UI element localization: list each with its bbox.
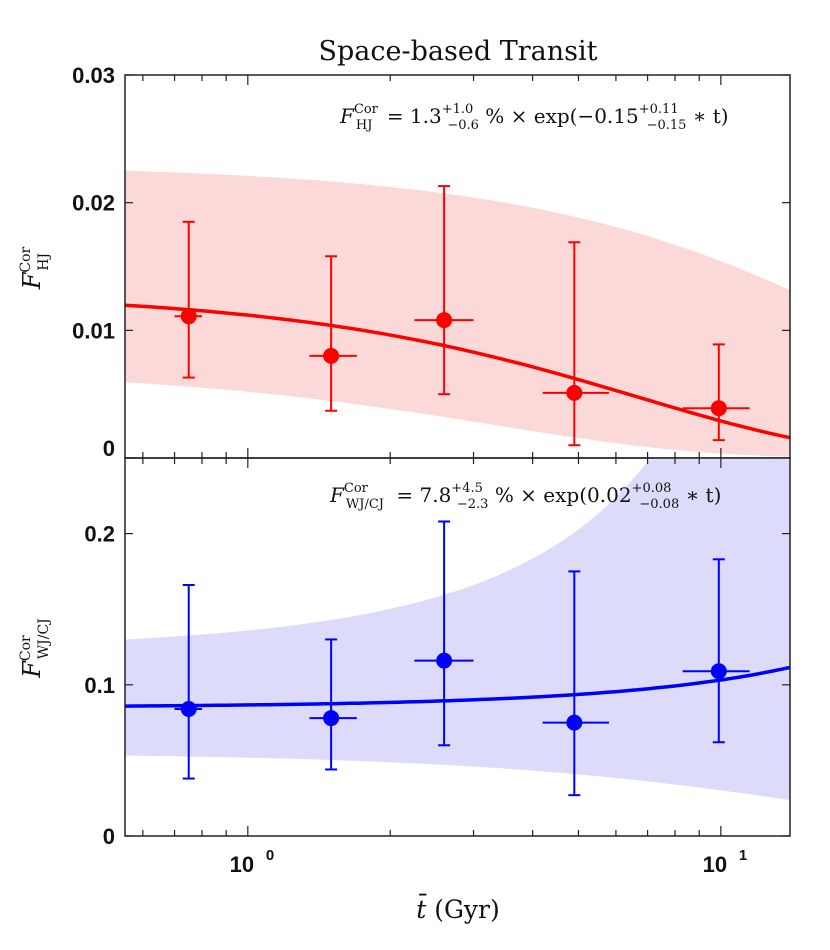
wjcj-point-4 [542,570,609,797]
data-marker [323,347,340,364]
wjcj-y-axis-label: FCor WJ/CJ [18,618,52,679]
panel-hot-jupiter: 0 0.01 0.02 0.03 FCor HJ = 1.3+1.0 −0.6 % × e… [18,63,791,461]
y-tick-label: 0 [103,824,115,849]
hj-data-points [174,185,750,447]
hj-point-2 [309,255,357,412]
x-tick-labels: 10 0 10 1 [230,847,748,877]
wjcj-confidence-band [125,458,790,801]
y-tick-label: 0.2 [84,522,115,547]
x-tick-exponent: 1 [739,847,747,864]
wjcj-point-2 [309,638,357,771]
y-tick-label: 0.01 [72,318,115,343]
x-tick-label: 10 [703,852,727,877]
wjcj-point-1 [174,584,202,780]
wjcj-point-3 [414,520,474,747]
x-tick-label: 10 [230,852,254,877]
hj-point-4 [542,241,609,447]
hj-fit-formula: FCor HJ = 1.3+1.0 −0.6 % × exp(−0.15+0.11−… [339,102,729,134]
wjcj-data-points [174,520,750,797]
wjcj-point-5 [682,558,750,744]
data-marker [436,652,453,669]
hj-confidence-band [125,170,790,457]
wjcj-y-tick-labels: 0 0.1 0.2 [84,522,115,849]
x-tick-exponent: 0 [266,847,274,864]
y-tick-label: 0.02 [72,191,115,216]
hj-point-3 [414,185,474,396]
wjcj-fit-formula: FCor WJ/CJ = 7.8+4.5 −2.3 % × exp(0.02+0.0… [329,481,721,513]
data-marker [436,312,453,329]
panel-warm-cold-jupiter: 0 0.1 0.2 10 0 10 1 FCor WJ/CJ = 7.8+4.5 −2.3 %… [18,457,791,924]
y-tick-label: 0.03 [72,63,115,88]
wjcj-fit-line [124,665,791,708]
data-marker [180,308,197,325]
data-marker [710,400,727,417]
axes-frame [124,457,791,837]
wjcj-axes [124,457,791,837]
y-tick-label: 0.1 [84,673,115,698]
data-marker [180,700,197,717]
data-marker [566,384,583,401]
x-axis-label: t̄ (Gyr) [416,895,500,924]
hj-fit-line [124,303,791,440]
chart-title: Space-based Transit [319,36,598,67]
data-marker [566,714,583,731]
hj-point-5 [682,343,750,442]
y-tick-label: 0 [103,436,115,461]
hj-point-1 [174,220,202,379]
hj-y-tick-labels: 0 0.01 0.02 0.03 [72,63,115,461]
hj-y-axis-label: FCor HJ [18,246,52,290]
data-marker [710,663,727,680]
data-marker [323,710,340,727]
